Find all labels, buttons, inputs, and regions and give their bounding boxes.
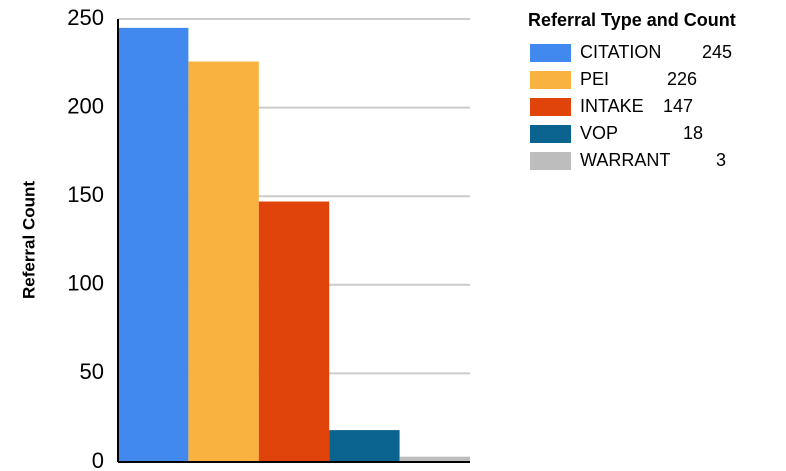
legend-swatch bbox=[530, 71, 571, 89]
y-tick-label: 250 bbox=[67, 5, 104, 30]
legend-label: PEI bbox=[580, 69, 609, 89]
legend-swatch bbox=[530, 98, 571, 116]
legend-value: 18 bbox=[683, 123, 703, 143]
bar bbox=[329, 430, 400, 462]
legend-swatch bbox=[530, 152, 571, 170]
bar bbox=[118, 27, 189, 463]
legend-label: CITATION bbox=[580, 42, 661, 62]
y-tick-label: 200 bbox=[67, 93, 104, 118]
legend-label: INTAKE bbox=[580, 96, 644, 116]
bar bbox=[188, 61, 259, 462]
bar bbox=[258, 201, 330, 463]
y-tick-label: 0 bbox=[92, 448, 104, 471]
y-tick-label: 100 bbox=[67, 271, 104, 296]
legend-swatch bbox=[530, 125, 571, 143]
legend-value: 3 bbox=[716, 150, 726, 170]
legend-value: 147 bbox=[663, 96, 693, 116]
legend-value: 245 bbox=[702, 42, 732, 62]
y-tick-label: 150 bbox=[67, 182, 104, 207]
legend-label: WARRANT bbox=[580, 150, 670, 170]
bar bbox=[399, 456, 470, 462]
legend-value: 226 bbox=[667, 69, 697, 89]
y-tick-label: 50 bbox=[80, 359, 104, 384]
legend-swatch bbox=[530, 44, 571, 62]
legend-title: Referral Type and Count bbox=[528, 10, 736, 30]
legend-label: VOP bbox=[580, 123, 618, 143]
y-axis-label: Referral Count bbox=[19, 181, 38, 299]
